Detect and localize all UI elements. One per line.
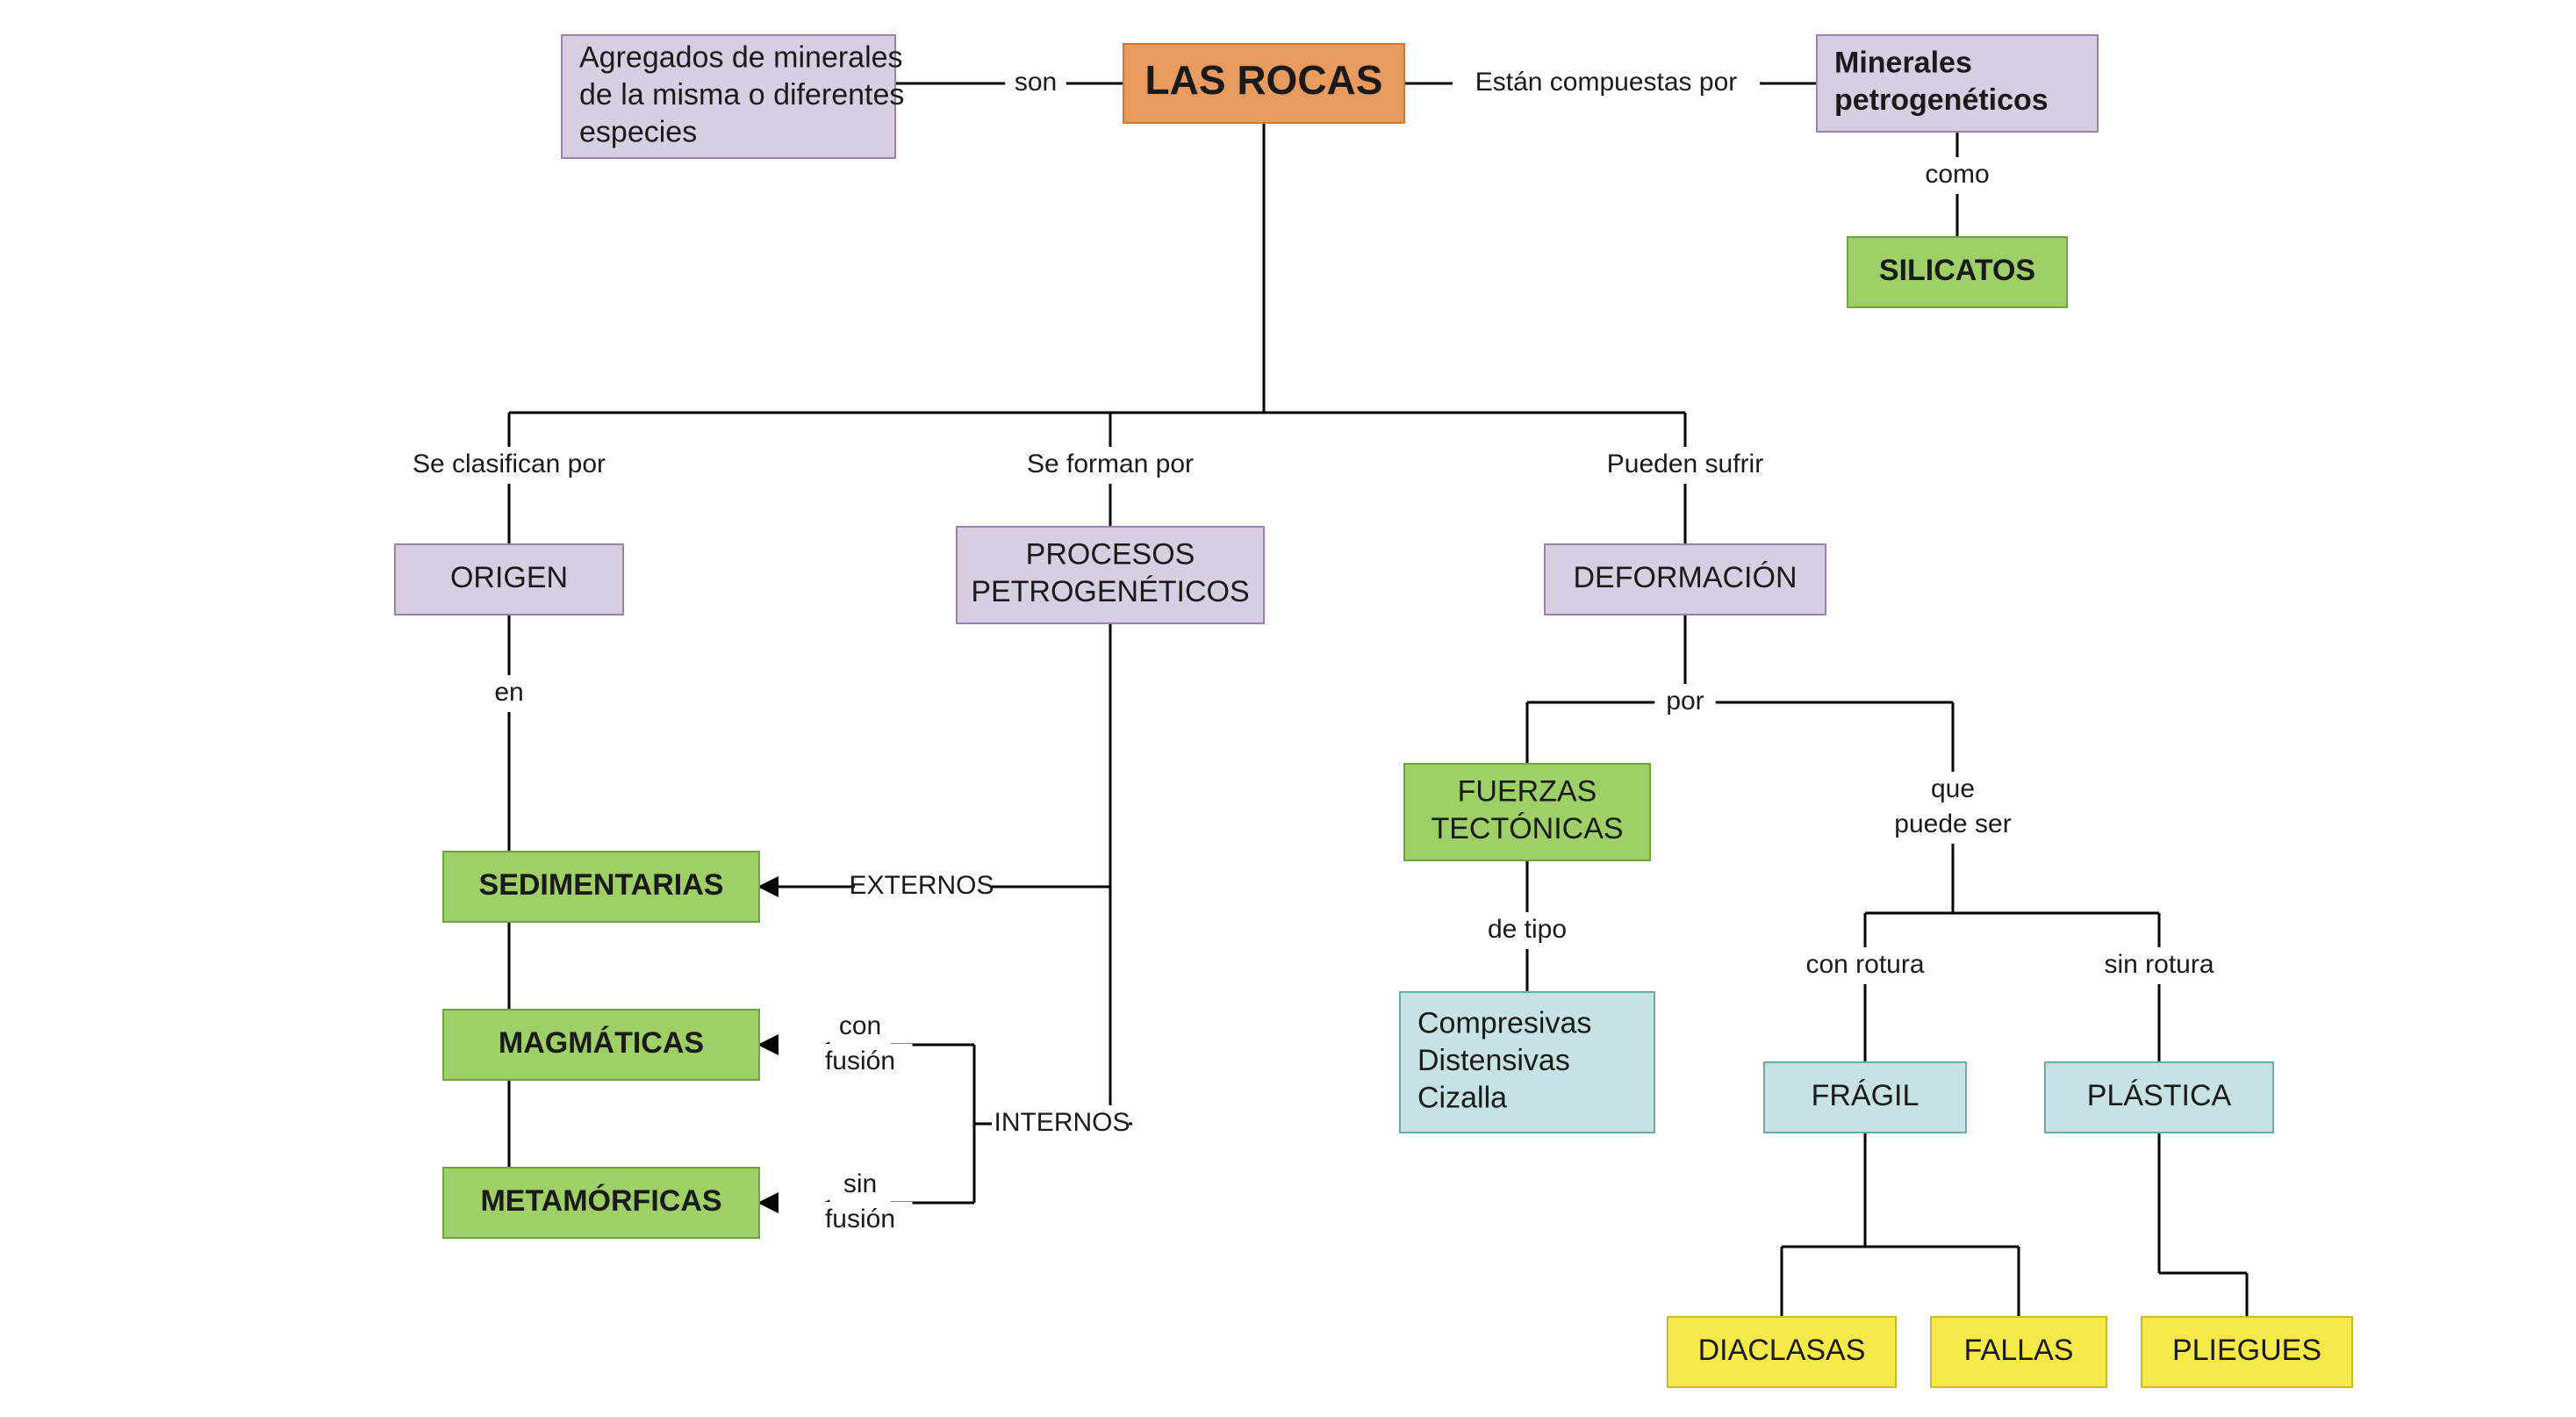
node-deformacion: DEFORMACIÓN: [1545, 544, 1826, 615]
node-agregados-text: Agregados de minerales: [579, 40, 903, 74]
node-minerales: Mineralespetrogenéticos: [1817, 35, 2098, 132]
edge-label-con_fusion_2: fusión: [825, 1047, 895, 1075]
node-fallas-text: FALLAS: [1964, 1334, 2074, 1367]
edge-label-con_fusion_1: con: [839, 1011, 881, 1040]
node-magmaticas-text: MAGMÁTICAS: [499, 1026, 704, 1060]
edge-label-compuestas: Están compuestas por: [1475, 68, 1738, 97]
node-diaclasas: DIACLASAS: [1668, 1317, 1896, 1387]
node-tipos_fuerza-text: Compresivas: [1417, 1006, 1591, 1039]
edge-label-como: como: [1925, 160, 1989, 189]
node-metamorficas: METAMÓRFICAS: [443, 1168, 759, 1238]
node-fallas: FALLAS: [1931, 1317, 2106, 1387]
edge-label-en: en: [494, 678, 523, 707]
edge-label-con_rotura: con rotura: [1805, 950, 1924, 979]
node-procesos: PROCESOSPETROGENÉTICOS: [957, 527, 1264, 623]
node-rocas: LAS ROCAS: [1123, 44, 1404, 123]
edge-label-externos: EXTERNOS: [849, 871, 994, 900]
node-tipos_fuerza: Compresivas Distensivas Cizalla: [1400, 992, 1654, 1133]
node-fragil-text: FRÁGIL: [1812, 1079, 1919, 1112]
edge-label-de_tipo: de tipo: [1488, 915, 1567, 944]
node-deformacion-text: DEFORMACIÓN: [1574, 561, 1797, 594]
node-fuerzas-text: TECTÓNICAS: [1431, 812, 1623, 845]
edge-label-clasifican: Se clasifican por: [413, 450, 606, 478]
edge-label-forman: Se forman por: [1027, 450, 1194, 478]
edge-label-por: por: [1666, 687, 1704, 716]
node-procesos-text: PROCESOS: [1026, 538, 1195, 572]
node-procesos-text: PETROGENÉTICOS: [971, 575, 1249, 608]
node-minerales-text: Minerales: [1834, 47, 1972, 80]
node-origen: ORIGEN: [395, 544, 623, 615]
node-agregados-text: de la misma o diferentes: [579, 78, 904, 111]
node-tipos_fuerza-text: Distensivas: [1417, 1044, 1570, 1077]
node-agregados-text: especies: [579, 115, 697, 148]
edge-label-sin_fusion_1: sin: [843, 1169, 877, 1198]
node-minerales-text: petrogenéticos: [1834, 83, 2049, 117]
node-fuerzas: FUERZASTECTÓNICAS: [1404, 764, 1650, 860]
node-metamorficas-text: METAMÓRFICAS: [480, 1184, 721, 1218]
node-origen-text: ORIGEN: [450, 561, 568, 594]
node-fragil: FRÁGIL: [1764, 1062, 1966, 1133]
edge-label-puede_ser: puede ser: [1894, 809, 2011, 838]
node-plastica-text: PLÁSTICA: [2087, 1079, 2232, 1112]
node-plastica: PLÁSTICA: [2045, 1062, 2273, 1133]
node-rocas-text: LAS ROCAS: [1145, 57, 1383, 103]
edge-label-sin_fusion_2: fusión: [825, 1205, 895, 1234]
edge-label-sufrir: Pueden sufrir: [1607, 450, 1763, 478]
node-pliegues: PLIEGUES: [2142, 1317, 2352, 1387]
concept-map: Agregados de minerales de la misma o dife…: [0, 0, 2576, 1417]
edge-label-sin_rotura: sin rotura: [2104, 950, 2214, 979]
node-fuerzas-text: FUERZAS: [1458, 775, 1597, 809]
edge-label-son: son: [1015, 68, 1057, 97]
node-sedimentarias: SEDIMENTARIAS: [443, 852, 759, 922]
node-silicatos: SILICATOS: [1848, 237, 2067, 307]
node-diaclasas-text: DIACLASAS: [1698, 1334, 1866, 1367]
node-sedimentarias-text: SEDIMENTARIAS: [479, 868, 724, 902]
node-tipos_fuerza-text: Cizalla: [1417, 1081, 1507, 1114]
node-magmaticas: MAGMÁTICAS: [443, 1010, 759, 1080]
edge-label-que: que: [1931, 774, 1975, 803]
node-pliegues-text: PLIEGUES: [2172, 1334, 2321, 1367]
edge-label-internos: INTERNOS: [994, 1108, 1130, 1137]
node-agregados: Agregados de minerales de la misma o dife…: [562, 35, 904, 158]
node-silicatos-text: SILICATOS: [1879, 254, 2035, 287]
